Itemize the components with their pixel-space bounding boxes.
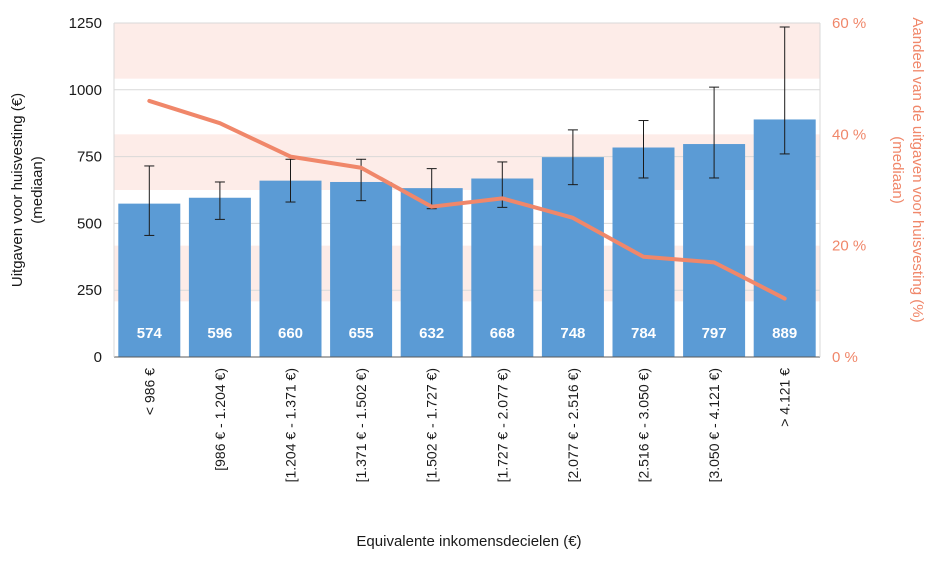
left-tick-label-2: 500 [77,215,102,232]
right-tick-label-1: 20 % [832,238,866,255]
bar-value-label-6: 748 [560,325,585,342]
left-tick-label-1: 250 [77,282,102,299]
bar-value-label-3: 655 [349,325,374,342]
left-axis-ticks: 0 250 500 750 1000 1250 [69,15,102,366]
left-tick-label-0: 0 [94,349,102,366]
right-axis-title-line-2: (mediaan) [889,136,906,204]
category-label-8: [3.050 € - 4.121 €) [706,368,722,482]
category-label-5: [1.727 € - 2.077 €) [494,368,510,482]
bar-value-label-0: 574 [137,325,163,342]
bar-value-label-2: 660 [278,325,303,342]
right-tick-label-3: 60 % [832,15,866,32]
category-label-4: [1.502 € - 1.727 €) [424,368,440,482]
category-label-7: [2.516 € - 3.050 €) [636,368,652,482]
bar-value-label-5: 668 [490,325,515,342]
background-band-2 [114,23,820,79]
category-label-1: [986 € - 1.204 €) [212,368,228,471]
category-label-2: [1.204 € - 1.371 €) [283,368,299,482]
bar-value-label-1: 596 [207,325,232,342]
right-axis-title-line-1: Aandeel van de uitgaven voor huisvesting… [909,17,926,322]
category-label-0: < 986 € [141,368,157,415]
right-axis-ticks: 0 % 20 % 40 % 60 % [832,15,866,366]
x-axis-title: Equivalente inkomensdecielen (€) [356,533,581,550]
category-labels: < 986 € [986 € - 1.204 €) [1.204 € - 1.371… [141,368,792,483]
bar-value-label-8: 797 [702,325,727,342]
left-tick-label-5: 1250 [69,15,102,32]
bar-9 [754,119,816,357]
left-axis-title-line-1: Uitgaven voor huisvesting (€) [9,93,26,287]
category-label-9: > 4.121 € [777,368,793,427]
bar-value-label-7: 784 [631,325,657,342]
category-label-6: [2.077 € - 2.516 €) [565,368,581,482]
left-axis-title-line-2: (mediaan) [29,156,46,224]
right-tick-label-0: 0 % [832,349,858,366]
bar-value-label-4: 632 [419,325,444,342]
right-tick-label-2: 40 % [832,126,866,143]
bar-value-label-9: 889 [772,325,797,342]
left-tick-label-4: 1000 [69,82,102,99]
left-tick-label-3: 750 [77,149,102,166]
category-label-3: [1.371 € - 1.502 €) [353,368,369,482]
